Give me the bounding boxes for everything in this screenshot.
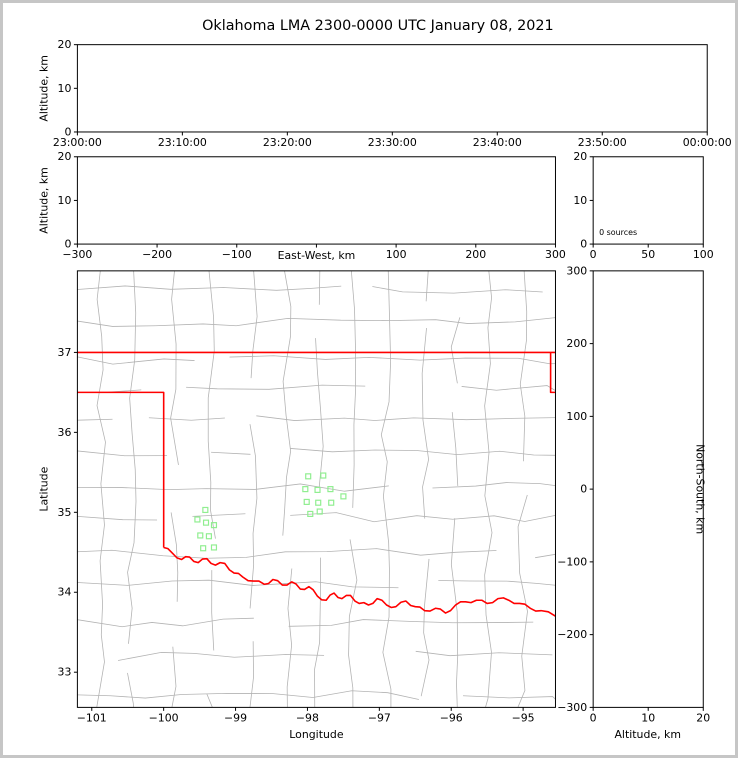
lightning-source-marker bbox=[194, 516, 201, 523]
y-tick-label: 10 bbox=[573, 194, 587, 207]
y-tick-label: 0 bbox=[580, 238, 587, 251]
map-ylabel: Latitude bbox=[38, 466, 51, 511]
y-tick-label: 0 bbox=[64, 238, 71, 251]
x-tick-label: −99 bbox=[224, 711, 247, 724]
x-tick-label: −101 bbox=[77, 711, 107, 724]
y-tick-label: 20 bbox=[573, 150, 587, 163]
x-tick-label: −200 bbox=[142, 248, 172, 261]
x-tick-label: 0 bbox=[590, 248, 597, 261]
x-tick-label: 10 bbox=[641, 711, 655, 724]
lightning-source-marker bbox=[316, 508, 323, 515]
lightning-source-markers bbox=[194, 472, 347, 552]
map-content bbox=[77, 270, 556, 708]
panels-root: 23:00:00 23:10:00 23:20:00 23:30:00 23:40:00… bbox=[53, 38, 732, 724]
ns_height-panel: 0 10 20 −300 −200 −100 0 100 200 300 bbox=[557, 264, 710, 724]
lightning-source-marker bbox=[315, 499, 322, 506]
y-tick-label: 200 bbox=[566, 337, 587, 350]
lightning-source-marker bbox=[305, 473, 312, 480]
ew_height-plot-area bbox=[76, 156, 556, 245]
lightning-source-marker bbox=[340, 493, 347, 500]
ns-height-xlabel: Altitude, km bbox=[614, 728, 680, 741]
x-tick-label: 0 bbox=[590, 711, 597, 724]
lightning-source-marker bbox=[320, 472, 327, 479]
lightning-source-marker bbox=[200, 545, 207, 552]
y-tick-label: −100 bbox=[557, 555, 587, 568]
plan_view-plot-area bbox=[76, 270, 556, 708]
lightning-source-marker bbox=[307, 510, 314, 517]
y-tick-label: −300 bbox=[557, 701, 587, 714]
ns_height-plot-area bbox=[592, 270, 704, 708]
y-tick-label: −200 bbox=[557, 628, 587, 641]
y-tick-label: 10 bbox=[58, 82, 72, 95]
y-tick-label: 300 bbox=[566, 264, 587, 277]
lightning-source-marker bbox=[327, 486, 334, 493]
x-tick-label: 100 bbox=[693, 248, 714, 261]
figure-title: Oklahoma LMA 2300-0000 UTC January 08, 2… bbox=[202, 18, 554, 34]
plan_view-panel: −101 −100 −99 −98 −97 −96 −95 33 34 35 36 37 bbox=[58, 270, 556, 724]
lightning-source-marker bbox=[202, 506, 209, 514]
x-tick-label: 23:50:00 bbox=[578, 136, 627, 149]
x-tick-label: −98 bbox=[296, 711, 319, 724]
x-tick-label: 200 bbox=[465, 248, 486, 261]
y-tick-label: 10 bbox=[58, 194, 72, 207]
x-tick-label: 100 bbox=[386, 248, 407, 261]
y-tick-label: 35 bbox=[58, 506, 72, 519]
x-tick-label: −97 bbox=[368, 711, 391, 724]
x-tick-label: −100 bbox=[149, 711, 179, 724]
x-tick-label: 23:40:00 bbox=[473, 136, 522, 149]
time-height-ylabel: Altitude, km bbox=[38, 55, 51, 122]
lightning-source-marker bbox=[302, 486, 309, 493]
lightning-source-marker bbox=[210, 522, 218, 529]
lightning-source-marker bbox=[210, 544, 218, 551]
x-tick-label: 23:30:00 bbox=[368, 136, 417, 149]
y-tick-label: 0 bbox=[64, 125, 71, 138]
x-tick-label: −95 bbox=[512, 711, 535, 724]
x-tick-label: −96 bbox=[440, 711, 463, 724]
x-tick-label: 20 bbox=[696, 711, 710, 724]
x-tick-label: 00:00:00 bbox=[683, 136, 732, 149]
y-tick-label: 20 bbox=[58, 38, 72, 51]
lightning-source-marker bbox=[205, 533, 212, 540]
ew_height-panel: −300 −200 −100 100 200 300 0 10 20 bbox=[58, 150, 566, 261]
ns-height-ylabel: North-South, km bbox=[693, 444, 706, 534]
y-tick-label: 20 bbox=[58, 150, 72, 163]
source_histogram-panel: 0 50 100 0 10 20 bbox=[573, 150, 713, 261]
lightning-source-marker bbox=[197, 532, 204, 539]
x-tick-label: 23:20:00 bbox=[263, 136, 312, 149]
county-boundaries bbox=[77, 270, 556, 708]
y-tick-label: 100 bbox=[566, 410, 587, 423]
time_height-plot-area bbox=[76, 44, 708, 133]
lma-composite-figure: Oklahoma LMA 2300-0000 UTC January 08, 2… bbox=[38, 18, 732, 741]
map-xlabel: Longitude bbox=[289, 728, 344, 741]
source-count-annotation: 0 sources bbox=[599, 228, 637, 237]
x-tick-label: 23:10:00 bbox=[158, 136, 207, 149]
y-tick-label: 36 bbox=[58, 426, 72, 439]
y-tick-label: 0 bbox=[580, 483, 587, 496]
lightning-source-marker bbox=[328, 499, 335, 506]
oklahoma-state-border bbox=[77, 351, 556, 617]
x-tick-label: −300 bbox=[62, 248, 92, 261]
time_height-panel: 23:00:00 23:10:00 23:20:00 23:30:00 23:40:00… bbox=[53, 38, 732, 149]
lightning-source-marker bbox=[202, 519, 210, 526]
y-tick-label: 33 bbox=[58, 666, 72, 679]
x-tick-label: −100 bbox=[222, 248, 252, 261]
x-tick-label: 300 bbox=[545, 248, 566, 261]
y-tick-label: 34 bbox=[58, 586, 72, 599]
ew-height-ylabel: Altitude, km bbox=[38, 167, 51, 234]
ew-height-xlabel: East-West, km bbox=[278, 249, 356, 262]
y-tick-label: 37 bbox=[58, 346, 72, 359]
lightning-source-marker bbox=[314, 486, 321, 493]
lightning-source-marker bbox=[303, 498, 310, 505]
x-tick-label: 50 bbox=[641, 248, 655, 261]
x-tick-label: 23:00:00 bbox=[53, 136, 102, 149]
